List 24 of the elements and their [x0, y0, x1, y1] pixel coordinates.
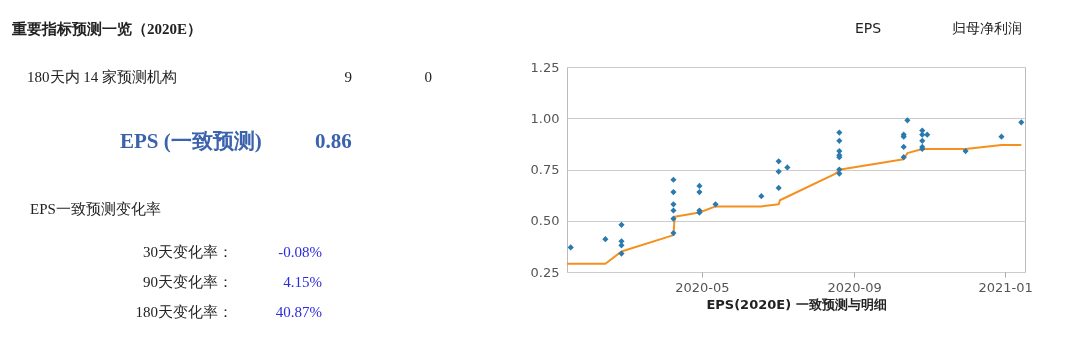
text: 归母净利润: [952, 20, 1022, 36]
text: -0.08%: [278, 244, 322, 260]
text: 重要指标预测一览（2020E）: [11, 21, 203, 37]
y-tick-label: 0.25: [530, 264, 560, 280]
text: 0.86: [315, 129, 352, 153]
text: 4.15%: [283, 274, 322, 290]
text: 180天内 14 家预测机构: [27, 69, 177, 85]
text: EPS一致预测变化率: [30, 201, 161, 217]
text: 180天变化率：: [135, 304, 233, 320]
text: 9: [344, 69, 352, 85]
x-tick-label: 2021-01: [978, 279, 1033, 295]
y-tick-label: 1.00: [530, 110, 560, 126]
text: 40.87%: [275, 304, 322, 320]
text: 90天变化率：: [143, 274, 233, 290]
y-tick-label: 0.50: [530, 213, 560, 229]
y-tick-label: 1.25: [530, 59, 560, 75]
text: EPS: [855, 20, 882, 36]
text: EPS (一致预测): [120, 129, 262, 153]
text: 30天变化率：: [143, 244, 233, 260]
x-axis-title: EPS(2020E) 一致预测与明细: [706, 296, 887, 312]
x-tick-label: 2020-05: [675, 279, 730, 295]
x-tick-label: 2020-09: [827, 279, 882, 295]
text: 0: [424, 69, 432, 85]
y-tick-label: 0.75: [530, 162, 560, 177]
